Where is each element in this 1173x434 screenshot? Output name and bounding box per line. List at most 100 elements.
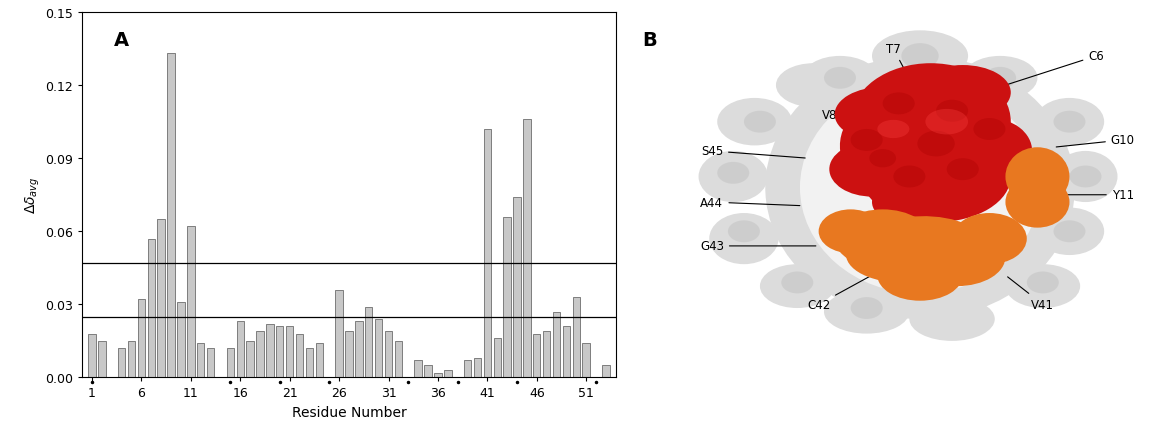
- Bar: [197, 344, 204, 378]
- Bar: [137, 300, 145, 378]
- Bar: [425, 365, 432, 378]
- Ellipse shape: [947, 159, 978, 181]
- Ellipse shape: [915, 66, 1011, 121]
- Ellipse shape: [917, 132, 955, 157]
- Text: C42: C42: [807, 277, 869, 311]
- Bar: [266, 324, 273, 378]
- Ellipse shape: [896, 104, 1030, 214]
- Bar: [316, 344, 323, 378]
- Bar: [148, 239, 155, 378]
- Text: G43: G43: [700, 240, 816, 253]
- Ellipse shape: [1053, 221, 1085, 243]
- Bar: [385, 332, 392, 378]
- Ellipse shape: [974, 119, 1005, 141]
- Ellipse shape: [823, 68, 856, 89]
- Ellipse shape: [1026, 272, 1059, 294]
- Ellipse shape: [777, 64, 850, 108]
- Ellipse shape: [1035, 99, 1104, 146]
- Bar: [118, 349, 126, 378]
- Bar: [335, 290, 343, 378]
- Ellipse shape: [699, 151, 768, 203]
- Ellipse shape: [717, 162, 750, 184]
- Bar: [226, 349, 235, 378]
- Ellipse shape: [861, 132, 1011, 223]
- Bar: [237, 322, 244, 378]
- Text: C9: C9: [955, 152, 970, 165]
- Bar: [188, 227, 195, 378]
- Bar: [99, 341, 106, 378]
- Ellipse shape: [1005, 148, 1070, 206]
- Bar: [257, 332, 264, 378]
- Bar: [494, 339, 501, 378]
- Ellipse shape: [710, 214, 779, 265]
- Ellipse shape: [952, 214, 1026, 265]
- Ellipse shape: [1005, 265, 1080, 308]
- Bar: [463, 361, 472, 378]
- Ellipse shape: [894, 166, 925, 188]
- Ellipse shape: [909, 297, 995, 341]
- Bar: [365, 307, 373, 378]
- Text: T7: T7: [886, 43, 914, 87]
- Ellipse shape: [816, 162, 949, 265]
- Ellipse shape: [984, 68, 1016, 89]
- Ellipse shape: [872, 31, 968, 82]
- Bar: [434, 373, 441, 378]
- Ellipse shape: [850, 64, 1011, 181]
- Ellipse shape: [925, 110, 968, 135]
- Bar: [128, 341, 135, 378]
- Bar: [168, 54, 175, 378]
- Ellipse shape: [781, 272, 813, 294]
- Ellipse shape: [823, 290, 909, 334]
- Ellipse shape: [936, 101, 968, 122]
- Bar: [543, 332, 550, 378]
- Text: G10: G10: [1056, 134, 1134, 148]
- Bar: [177, 302, 184, 378]
- Bar: [286, 326, 293, 378]
- Ellipse shape: [1070, 166, 1101, 188]
- Bar: [345, 332, 353, 378]
- Ellipse shape: [846, 217, 983, 283]
- Ellipse shape: [909, 228, 1005, 286]
- Text: B: B: [643, 31, 657, 50]
- Bar: [414, 361, 422, 378]
- Ellipse shape: [877, 121, 909, 139]
- Text: C6: C6: [1008, 50, 1104, 85]
- Text: V41: V41: [1008, 277, 1055, 311]
- Bar: [583, 344, 590, 378]
- Ellipse shape: [717, 99, 792, 146]
- Text: A: A: [114, 31, 129, 50]
- Bar: [474, 358, 481, 378]
- Bar: [375, 319, 382, 378]
- Y-axis label: $\Delta\delta_{avg}$: $\Delta\delta_{avg}$: [23, 177, 42, 214]
- Ellipse shape: [1005, 177, 1070, 228]
- Bar: [276, 326, 284, 378]
- Bar: [563, 326, 570, 378]
- Ellipse shape: [869, 150, 896, 168]
- Bar: [533, 334, 541, 378]
- Text: Y11: Y11: [1056, 189, 1134, 202]
- Bar: [552, 312, 561, 378]
- Bar: [157, 220, 165, 378]
- Ellipse shape: [819, 210, 882, 253]
- Bar: [445, 370, 452, 378]
- Bar: [503, 217, 510, 378]
- Ellipse shape: [840, 93, 978, 203]
- Ellipse shape: [835, 88, 930, 142]
- Bar: [296, 334, 304, 378]
- Ellipse shape: [877, 250, 963, 301]
- Text: V8: V8: [821, 108, 880, 122]
- Ellipse shape: [850, 130, 882, 151]
- Ellipse shape: [1053, 151, 1118, 203]
- Text: A44: A44: [700, 196, 800, 209]
- Bar: [514, 198, 521, 378]
- Ellipse shape: [829, 142, 915, 197]
- Bar: [355, 322, 362, 378]
- Ellipse shape: [1053, 112, 1085, 133]
- Bar: [483, 130, 491, 378]
- X-axis label: Residue Number: Residue Number: [292, 405, 406, 419]
- Ellipse shape: [800, 82, 1040, 294]
- Bar: [523, 120, 530, 378]
- Ellipse shape: [901, 44, 938, 69]
- Ellipse shape: [1035, 208, 1104, 256]
- Bar: [206, 349, 215, 378]
